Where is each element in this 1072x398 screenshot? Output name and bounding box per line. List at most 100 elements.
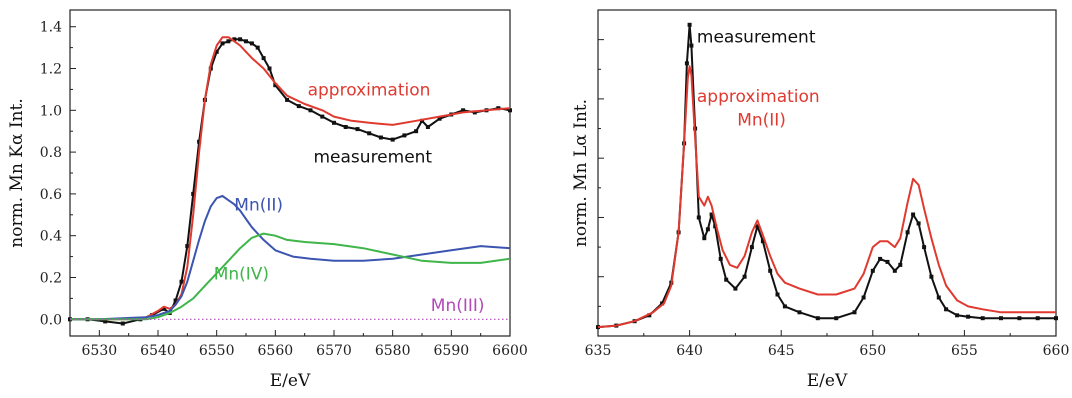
lalpha-measurement-point (775, 292, 780, 297)
lalpha-measurement-point (892, 268, 897, 273)
kalpha-measurement-point (402, 133, 407, 138)
kalpha-mn-ii-line (70, 195, 511, 321)
kalpha-x-tick-label: 6540 (140, 343, 176, 359)
lalpha-measurement-point (684, 61, 689, 66)
lalpha-measurement-point (742, 274, 747, 279)
lalpha-measurement-point (702, 236, 707, 241)
kalpha-annotation-mn-ii: Mn(II) (234, 196, 283, 216)
kalpha-measurement-line (70, 38, 511, 325)
kalpha-measurement-point (461, 108, 466, 113)
lalpha-measurement-point (852, 310, 857, 315)
lalpha-measurement-point (760, 239, 765, 244)
lalpha-measurement-point (705, 227, 710, 232)
lalpha-annotation-measurement: measurement (697, 28, 816, 48)
kalpha-annotation-mn-iv: Mn(IV) (214, 265, 269, 285)
kalpha-measurement-point (120, 321, 125, 326)
kalpha-x-tick-label: 6570 (316, 343, 352, 359)
lalpha-ticks: 635 640 645 650 655 660 (585, 9, 1070, 359)
kalpha-y-tick-label: 0.0 (40, 312, 62, 328)
kalpha-x-tick-label: 6550 (199, 343, 235, 359)
kalpha-x-tick-label: 6530 (82, 343, 118, 359)
lalpha-measurement-point (905, 230, 910, 235)
kalpha-measurement-point (255, 45, 260, 50)
kalpha-curves (68, 36, 512, 326)
kalpha-y-tick-label: 1.2 (40, 62, 62, 78)
kalpha-measurement-point (425, 125, 430, 129)
lalpha-annotations: measurement approximation Mn(II) (697, 28, 820, 131)
kalpha-measurement-point (249, 41, 254, 46)
kalpha-measurement-point (261, 56, 266, 61)
lalpha-measurement-point (870, 268, 875, 273)
lalpha-y-axis-title: norm. Mn Lα Int. (571, 99, 591, 247)
lalpha-curves (596, 22, 1058, 330)
lalpha-measurement-point (768, 268, 773, 273)
lalpha-measurement-point (696, 215, 701, 220)
lalpha-measurement-point (1017, 316, 1022, 321)
lalpha-measurement-point (944, 307, 949, 312)
lalpha-x-tick-label: 645 (768, 343, 795, 359)
kalpha-measurement-point (197, 139, 202, 144)
lalpha-measurement-point (782, 304, 787, 309)
lalpha-measurement-point (647, 313, 652, 318)
kalpha-measurement-point (214, 49, 219, 54)
kalpha-measurement-point (296, 104, 301, 109)
kalpha-measurement-point (244, 39, 248, 44)
kalpha-measurement-point (508, 108, 512, 113)
kalpha-measurement-point (414, 129, 419, 134)
kalpha-measurement-point (378, 135, 383, 140)
lalpha-measurement-point (936, 295, 941, 300)
kalpha-panel: 6530 6540 6550 6560 6570 6580 6590 6600 0.0 0.2 0.… (7, 9, 528, 391)
lalpha-measurement-point (911, 212, 916, 217)
lalpha-measurement-point (718, 256, 723, 261)
lalpha-measurement-point (815, 316, 820, 321)
kalpha-annotation-measurement: measurement (314, 148, 433, 168)
kalpha-y-axis-title: norm. Mn Kα Int. (7, 98, 27, 247)
kalpha-annotation-mn-iii: Mn(III) (431, 296, 485, 316)
kalpha-measurement-point (355, 127, 360, 132)
kalpha-annotations: approximation measurement Mn(II) Mn(IV) Mn(I… (214, 81, 485, 316)
kalpha-measurement-point (179, 279, 184, 284)
kalpha-measurement-point (220, 41, 225, 46)
lalpha-x-tick-label: 640 (676, 343, 703, 359)
lalpha-panel: 635 640 645 650 655 660 measurement approximat… (571, 9, 1070, 391)
lalpha-measurement-point (955, 313, 960, 318)
lalpha-approximation-mn-ii-line (597, 65, 1056, 329)
kalpha-x-axis-title: E/eV (270, 371, 311, 391)
lalpha-measurement-point (1054, 316, 1058, 321)
lalpha-x-tick-label: 660 (1043, 343, 1070, 359)
lalpha-annotation-approximation: approximation (697, 87, 820, 107)
kalpha-y-tick-label: 0.4 (40, 229, 62, 245)
lalpha-measurement-point (733, 286, 738, 291)
kalpha-x-tick-label: 6580 (375, 343, 411, 359)
kalpha-approximation-line (70, 36, 511, 321)
kalpha-measurement-point (420, 118, 424, 123)
kalpha-measurement-point (367, 131, 372, 136)
kalpha-y-tick-label: 1.0 (40, 103, 62, 119)
kalpha-measurement-point (437, 116, 442, 121)
kalpha-measurement-point (232, 37, 237, 42)
lalpha-x-tick-label: 650 (859, 343, 886, 359)
kalpha-measurement-point (185, 244, 190, 249)
kalpha-measurement-point (103, 319, 108, 324)
lalpha-measurement-point (916, 221, 921, 226)
lalpha-measurement-point (755, 224, 760, 229)
lalpha-measurement-point (713, 224, 718, 229)
lalpha-measurement-point (999, 316, 1003, 321)
lalpha-measurement-point (966, 314, 971, 319)
kalpha-y-tick-label: 0.6 (40, 187, 62, 203)
kalpha-measurement-point (273, 83, 278, 88)
lalpha-measurement-point (797, 310, 802, 315)
kalpha-measurement-point (472, 110, 477, 115)
lalpha-measurement-point (878, 256, 883, 261)
lalpha-measurement-point (687, 22, 692, 27)
lalpha-x-axis-title: E/eV (807, 371, 848, 391)
kalpha-measurement-point (390, 137, 395, 142)
lalpha-measurement-point (898, 262, 903, 267)
lalpha-measurement-point (885, 259, 890, 264)
lalpha-x-tick-label: 655 (951, 343, 978, 359)
kalpha-measurement-point (161, 306, 166, 311)
kalpha-measurement-point (332, 120, 336, 125)
lalpha-measurement-point (689, 43, 694, 48)
lalpha-measurement-point (724, 277, 729, 282)
